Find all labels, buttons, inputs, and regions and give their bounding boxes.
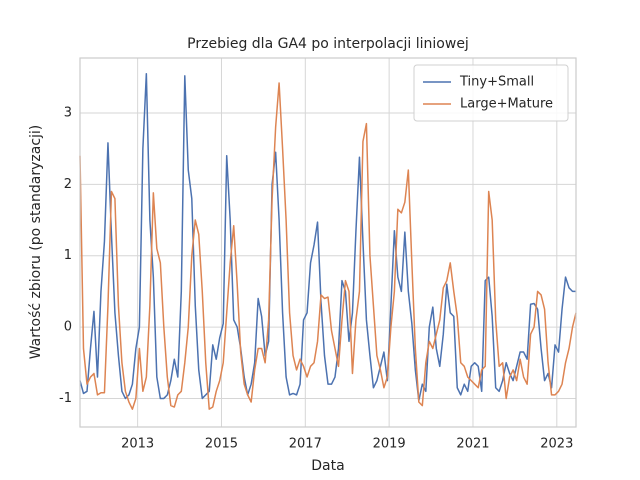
- y-tick-label: 1: [64, 248, 72, 263]
- series-line: [79, 72, 576, 402]
- x-tick-label: 2023: [540, 437, 573, 452]
- legend: Tiny+Small Large+Mature: [413, 64, 569, 122]
- x-tick-label: 2013: [121, 437, 154, 452]
- y-tick-label: -1: [59, 391, 72, 406]
- y-tick-label: 2: [64, 177, 72, 192]
- x-axis-label: Data: [311, 458, 344, 474]
- x-tick-label: 2015: [205, 437, 238, 452]
- y-tick-label: 3: [64, 105, 72, 120]
- x-tick-label: 2019: [373, 437, 406, 452]
- plot-frame: [79, 57, 577, 428]
- y-axis-label: Wartość zbioru (po standaryzacji): [28, 125, 44, 360]
- chart-title: Przebieg dla GA4 po interpolacji liniowe…: [187, 36, 469, 52]
- x-tick-label: 2021: [456, 437, 489, 452]
- series-line: [79, 82, 577, 410]
- legend-box: [413, 64, 569, 122]
- x-tick-label: 2017: [289, 437, 322, 452]
- legend-label: Large+Mature: [460, 97, 553, 112]
- y-tick-label: 0: [64, 320, 72, 335]
- legend-label: Tiny+Small: [459, 75, 534, 90]
